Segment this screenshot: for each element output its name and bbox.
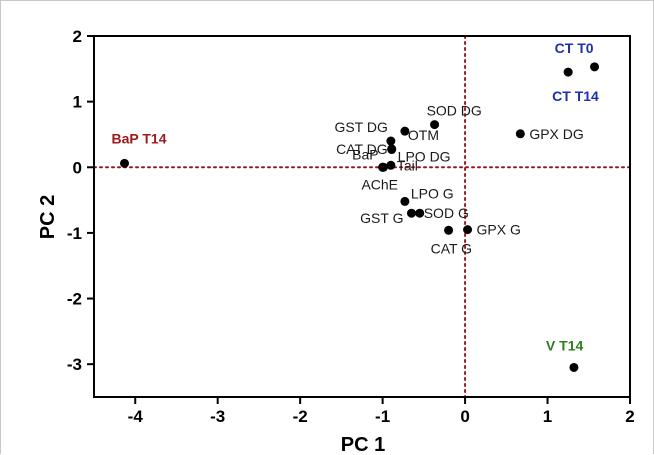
label-gst-g: GST G — [360, 210, 403, 226]
point-ct-t0 — [590, 62, 600, 72]
point-tail — [386, 160, 396, 170]
y-tick-label: -1 — [67, 224, 82, 243]
label-gpx-dg: GPX DG — [529, 126, 583, 142]
label-v-t14: V T14 — [546, 337, 584, 353]
y-tick-label: 0 — [73, 158, 82, 177]
x-tick-label: -2 — [293, 407, 308, 426]
point-ct-t14 — [563, 67, 573, 77]
point-ache — [378, 162, 388, 172]
point-gst-g — [406, 208, 416, 218]
point-gpx-dg — [515, 129, 525, 139]
label-cat-dg: CAT DG — [336, 141, 388, 157]
point-gpx-g — [463, 225, 473, 235]
label-bap: BaP — [352, 146, 378, 162]
y-tick-label: 2 — [73, 27, 82, 46]
y-tick-label: -3 — [67, 355, 82, 374]
label-ct-t0: CT T0 — [555, 40, 594, 56]
label-lpo-dg: LPO DG — [398, 149, 451, 165]
point-v-t14 — [569, 362, 579, 372]
y-tick-label: -2 — [67, 290, 82, 309]
point-bap-t14 — [120, 158, 130, 168]
plot-frame — [93, 35, 631, 398]
label-gpx-g: GPX G — [477, 222, 521, 238]
point-lpo-dg — [387, 145, 397, 155]
label-tail: Tail — [397, 157, 418, 173]
label-ache: AChE — [361, 176, 398, 192]
label-sod-dg: SOD DG — [427, 103, 482, 119]
x-tick-label: -4 — [128, 407, 144, 426]
point-otm — [400, 126, 410, 136]
label-ct-t14: CT T14 — [552, 88, 599, 104]
point-cat-g — [444, 225, 454, 235]
label-otm: OTM — [408, 127, 439, 143]
x-tick-label: 1 — [543, 407, 552, 426]
point-lpo-g — [400, 196, 410, 206]
label-bap-t14: BaP T14 — [112, 130, 167, 146]
x-tick-label: 0 — [460, 407, 469, 426]
label-lpo-g: LPO G — [411, 185, 454, 201]
x-axis-title: PC 1 — [341, 434, 385, 455]
x-tick-label: -3 — [210, 407, 225, 426]
label-gst-dg: GST DG — [334, 119, 387, 135]
y-tick-label: 1 — [73, 93, 82, 112]
data-points — [120, 62, 600, 372]
point-sod-g — [415, 208, 425, 218]
y-axis-title: PC 2 — [37, 195, 59, 239]
point-gst-dg — [386, 136, 396, 146]
label-cat-g: CAT G — [431, 240, 473, 256]
point-sod-dg — [430, 120, 440, 130]
axes: -4 -3 -2 -1 0 1 2 2 1 0 -1 -2 -3 — [67, 27, 635, 426]
reference-lines — [93, 35, 631, 398]
label-sod-g: SOD G — [424, 205, 469, 221]
data-labels: CT T0 CT T14 BaP T14 V T14 GPX DG SOD DG OTM GS… — [112, 40, 600, 354]
x-tick-label: 2 — [625, 407, 634, 426]
x-tick-label: -1 — [375, 407, 390, 426]
